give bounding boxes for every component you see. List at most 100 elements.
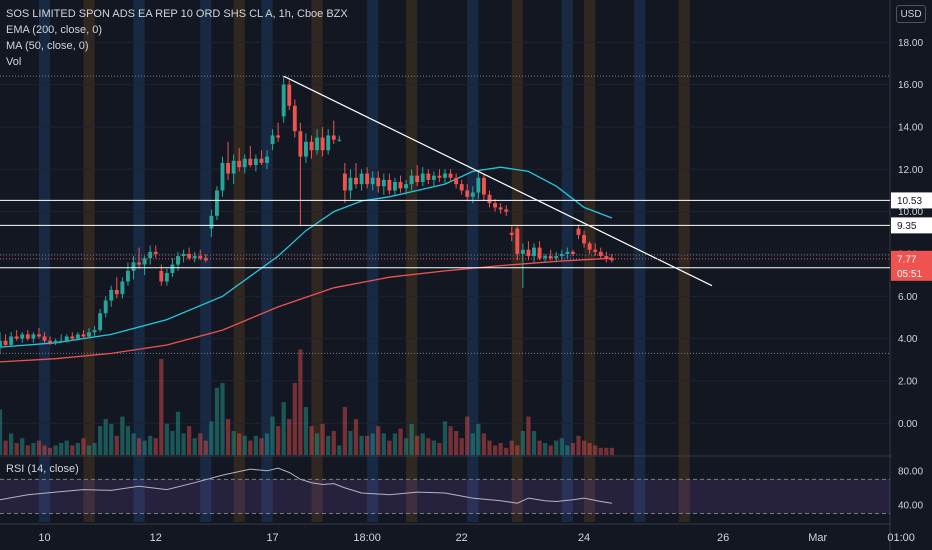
candle[interactable] — [365, 173, 370, 185]
candle[interactable] — [587, 243, 592, 250]
candle[interactable] — [487, 194, 492, 204]
candle[interactable] — [209, 215, 214, 229]
candle[interactable] — [125, 270, 130, 282]
candle[interactable] — [75, 334, 80, 339]
candle[interactable] — [337, 139, 342, 141]
candle[interactable] — [392, 182, 397, 191]
candle[interactable] — [415, 175, 420, 182]
candle[interactable] — [292, 105, 297, 132]
candle[interactable] — [259, 158, 264, 163]
candle[interactable] — [9, 336, 14, 345]
candle[interactable] — [176, 256, 180, 265]
candle[interactable] — [559, 253, 564, 257]
candle[interactable] — [448, 173, 453, 178]
candle[interactable] — [164, 273, 169, 282]
candle[interactable] — [48, 340, 53, 343]
candle[interactable] — [465, 190, 470, 197]
candle[interactable] — [53, 340, 58, 343]
candle[interactable] — [342, 173, 347, 191]
candle[interactable] — [87, 332, 91, 337]
candle[interactable] — [226, 162, 231, 174]
candle[interactable] — [609, 258, 614, 261]
candle[interactable] — [237, 160, 242, 168]
candle[interactable] — [565, 251, 570, 254]
candle[interactable] — [31, 334, 36, 339]
candle[interactable] — [370, 177, 375, 185]
candle[interactable] — [36, 334, 41, 337]
candle[interactable] — [348, 177, 353, 191]
candle[interactable] — [214, 190, 219, 216]
candle[interactable] — [298, 131, 303, 157]
candle[interactable] — [454, 177, 459, 185]
candle[interactable] — [59, 340, 64, 342]
candle[interactable] — [114, 289, 119, 295]
candle[interactable] — [120, 281, 125, 295]
candle[interactable] — [192, 256, 197, 259]
rsi-legend[interactable]: RSI (14, close) — [6, 463, 79, 475]
candle[interactable] — [476, 177, 481, 193]
candle[interactable] — [481, 177, 486, 195]
candle[interactable] — [242, 158, 247, 168]
candle[interactable] — [554, 256, 559, 259]
candle[interactable] — [92, 330, 97, 333]
candle[interactable] — [543, 256, 548, 259]
candle[interactable] — [515, 228, 520, 254]
candle[interactable] — [142, 258, 147, 265]
candle[interactable] — [404, 184, 409, 189]
candle[interactable] — [253, 158, 258, 166]
candle[interactable] — [504, 209, 509, 212]
candle[interactable] — [532, 247, 536, 257]
candle[interactable] — [381, 179, 386, 187]
candle[interactable] — [137, 262, 142, 265]
candle[interactable] — [148, 251, 153, 259]
candle[interactable] — [443, 173, 447, 178]
candle[interactable] — [303, 141, 308, 157]
candle[interactable] — [498, 207, 503, 210]
candle[interactable] — [0, 340, 2, 348]
ema-legend[interactable]: EMA (200, close, 0) — [6, 24, 102, 36]
candle[interactable] — [42, 336, 47, 341]
candle[interactable] — [187, 253, 192, 259]
candle[interactable] — [398, 182, 403, 189]
candle[interactable] — [576, 228, 581, 235]
candle[interactable] — [281, 84, 286, 117]
candle[interactable] — [64, 336, 69, 341]
vol-legend[interactable]: Vol — [6, 56, 22, 68]
candle[interactable] — [354, 177, 358, 185]
candle[interactable] — [376, 177, 381, 187]
candle[interactable] — [431, 175, 436, 180]
candle[interactable] — [331, 135, 336, 140]
candle[interactable] — [109, 289, 114, 301]
candle[interactable] — [509, 232, 514, 235]
candle[interactable] — [420, 173, 425, 182]
candle[interactable] — [437, 175, 442, 178]
candle[interactable] — [570, 251, 575, 254]
candle[interactable] — [198, 256, 203, 259]
candle[interactable] — [359, 173, 364, 185]
candle[interactable] — [231, 160, 236, 174]
symbol-title[interactable]: SOS LIMITED SPON ADS EA REP 10 ORD SHS C… — [6, 8, 348, 20]
candle[interactable] — [593, 249, 598, 252]
candle[interactable] — [537, 247, 542, 259]
candle[interactable] — [526, 249, 531, 257]
candle[interactable] — [598, 251, 603, 257]
candle[interactable] — [70, 336, 75, 339]
candle[interactable] — [159, 270, 164, 282]
candle[interactable] — [604, 256, 609, 259]
candle[interactable] — [153, 251, 158, 254]
candle[interactable] — [265, 156, 269, 163]
candle[interactable] — [326, 135, 331, 151]
candle[interactable] — [409, 175, 414, 185]
candle[interactable] — [248, 158, 253, 166]
candle[interactable] — [20, 334, 25, 339]
candle[interactable] — [320, 137, 325, 151]
candle[interactable] — [582, 234, 587, 244]
candle[interactable] — [426, 173, 431, 180]
candle[interactable] — [14, 336, 19, 339]
candle[interactable] — [493, 203, 498, 208]
currency-button[interactable]: USD — [896, 5, 926, 23]
candle[interactable] — [470, 192, 475, 197]
candle[interactable] — [131, 262, 136, 271]
candle[interactable] — [203, 258, 208, 261]
